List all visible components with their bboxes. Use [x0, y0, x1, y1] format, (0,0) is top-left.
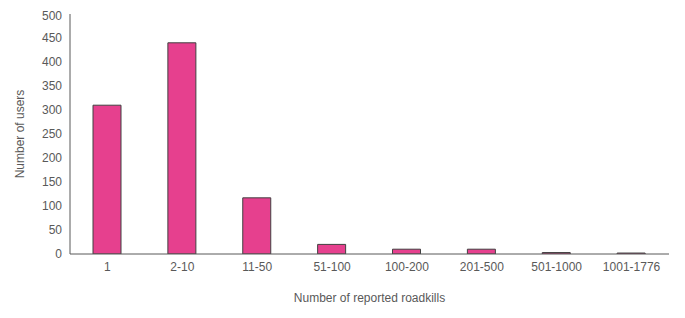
svg-text:100: 100 — [42, 199, 62, 213]
svg-text:2-10: 2-10 — [170, 260, 194, 274]
svg-text:51-100: 51-100 — [313, 260, 351, 274]
svg-text:350: 350 — [42, 79, 62, 93]
svg-text:450: 450 — [42, 31, 62, 45]
svg-text:0: 0 — [55, 247, 62, 261]
svg-text:1: 1 — [104, 260, 111, 274]
svg-text:500: 500 — [42, 9, 62, 23]
svg-text:11-50: 11-50 — [242, 260, 272, 274]
svg-text:400: 400 — [42, 55, 62, 69]
svg-text:501-1000: 501-1000 — [531, 260, 582, 274]
svg-text:150: 150 — [42, 175, 62, 189]
svg-text:100-200: 100-200 — [385, 260, 429, 274]
svg-text:250: 250 — [42, 127, 62, 141]
svg-text:300: 300 — [42, 103, 62, 117]
svg-text:200: 200 — [42, 151, 62, 165]
svg-text:50: 50 — [49, 223, 63, 237]
svg-text:Number of reported roadkills: Number of reported roadkills — [294, 291, 445, 305]
svg-text:201-500: 201-500 — [460, 260, 504, 274]
svg-text:Number of users: Number of users — [13, 90, 27, 179]
svg-text:1001-1776: 1001-1776 — [603, 260, 661, 274]
